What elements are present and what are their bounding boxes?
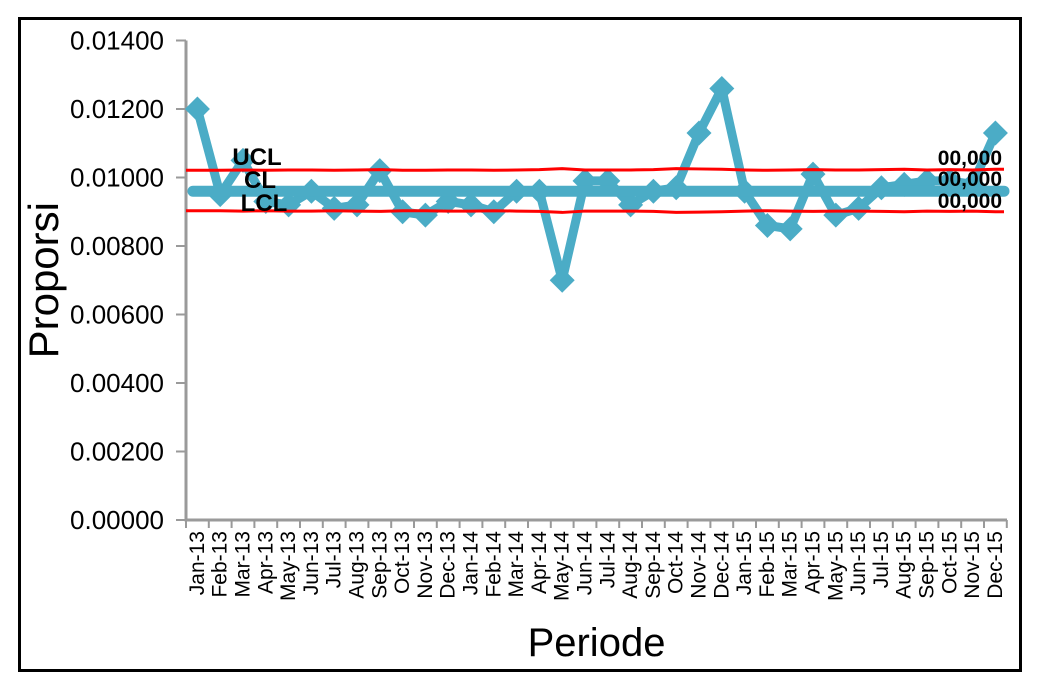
cl-end-value-label: 00,000: [937, 168, 1002, 191]
y-tick-label: 0.00000: [70, 505, 164, 535]
lcl-line-label: LCL: [240, 190, 288, 217]
x-axis-title: Periode: [527, 621, 666, 665]
y-axis: 0.00000 0.00200 0.00400 0.00600 0.00800 0.010…: [70, 26, 188, 535]
lcl-end-value-label: 00,000: [937, 190, 1002, 213]
ucl-end-value-label: 00,000: [937, 147, 1002, 170]
x-tick-label: May-13: [277, 531, 300, 601]
x-tick-label: Mar-13: [232, 531, 255, 598]
x-tick-label: Jan-15: [733, 531, 756, 595]
x-tick-label: Aug-13: [346, 531, 369, 599]
series-proporsi-marker-diamond: [846, 195, 872, 221]
x-tick-label: Sep-15: [916, 531, 939, 599]
x-tick-label: Nov-15: [961, 531, 984, 599]
x-tick-label: Dec-14: [710, 531, 733, 599]
x-tick-label: Sep-14: [642, 531, 665, 599]
y-tick-label: 0.00600: [70, 300, 164, 330]
y-tick-label: 0.01000: [70, 163, 164, 193]
x-tick-label: Jul-14: [596, 531, 619, 589]
x-tick-label: May-15: [824, 531, 847, 601]
x-tick-label: Feb-13: [209, 531, 232, 598]
x-tick-label: Aug-15: [893, 531, 916, 599]
x-tick-label: Dec-15: [984, 531, 1007, 599]
x-tick-label: Sep-13: [368, 531, 391, 599]
x-tick-label: Apr-14: [528, 531, 551, 594]
y-tick-label: 0.00400: [70, 368, 164, 398]
series-proporsi: [184, 75, 1008, 293]
y-tick-label: 0.01200: [70, 94, 164, 124]
x-tick-label: Mar-15: [779, 531, 802, 598]
series-proporsi-marker-diamond: [184, 96, 210, 122]
x-tick-label: Nov-14: [688, 531, 711, 599]
y-tick-label: 0.01400: [70, 26, 164, 56]
x-tick-label: Jan-13: [186, 531, 209, 595]
ucl-line-label: UCL: [232, 144, 282, 171]
x-tick-label: Apr-13: [254, 531, 277, 594]
x-tick-label: Jun-13: [300, 531, 323, 595]
x-tick-label: Nov-13: [414, 531, 437, 599]
x-tick-label: Oct-15: [938, 531, 961, 594]
series-proporsi-marker-diamond: [982, 120, 1008, 146]
series-proporsi-marker-diamond: [800, 161, 826, 187]
series-ucl-line: [186, 167, 1004, 172]
x-tick-label: Aug-14: [619, 531, 642, 599]
y-axis-title-text: Proporsi: [20, 201, 67, 359]
x-tick-label: Feb-14: [482, 531, 505, 598]
x-tick-label: Jun-15: [847, 531, 870, 595]
x-tick-label: Jul-15: [870, 531, 893, 588]
x-tick-label: Dec-13: [437, 531, 460, 599]
series-lcl-line: [186, 209, 1004, 214]
x-tick-label: Jan-14: [460, 531, 483, 596]
x-tick-label: Apr-15: [802, 531, 825, 594]
series-proporsi-marker-diamond: [754, 212, 780, 238]
y-axis-title: Proporsi: [20, 40, 67, 520]
x-tick-label: Jul-13: [323, 531, 346, 588]
control-chart-plot: 0.00000 0.00200 0.00400 0.00600 0.00800 0.010…: [70, 26, 1010, 601]
series-proporsi-marker-diamond: [412, 202, 438, 228]
series-proporsi-marker-diamond: [230, 147, 256, 173]
series-proporsi-marker-diamond: [823, 202, 849, 228]
series-proporsi-marker-diamond: [709, 75, 735, 101]
chart-figure: 0.00000 0.00200 0.00400 0.00600 0.00800 0.010…: [18, 17, 1022, 672]
y-tick-label: 0.00800: [70, 231, 164, 261]
x-tick-label: Feb-15: [756, 531, 779, 598]
x-tick-label: Oct-14: [665, 531, 688, 594]
series-proporsi-marker-diamond: [321, 195, 347, 221]
x-axis: Jan-13 Feb-13 Mar-13 Apr-13 May-13 Jun-13 Jul-…: [184, 518, 1008, 601]
cl-line-label: CL: [244, 167, 276, 194]
x-tick-label: May-14: [551, 531, 574, 601]
x-tick-label: Jun-14: [574, 531, 597, 596]
x-tick-label: Mar-14: [505, 531, 528, 598]
x-tick-label: Oct-13: [391, 531, 414, 594]
series-proporsi-marker-diamond: [549, 267, 575, 293]
series-proporsi-marker-diamond: [686, 120, 712, 146]
series-proporsi-marker-diamond: [777, 216, 803, 242]
y-tick-label: 0.00200: [70, 437, 164, 467]
